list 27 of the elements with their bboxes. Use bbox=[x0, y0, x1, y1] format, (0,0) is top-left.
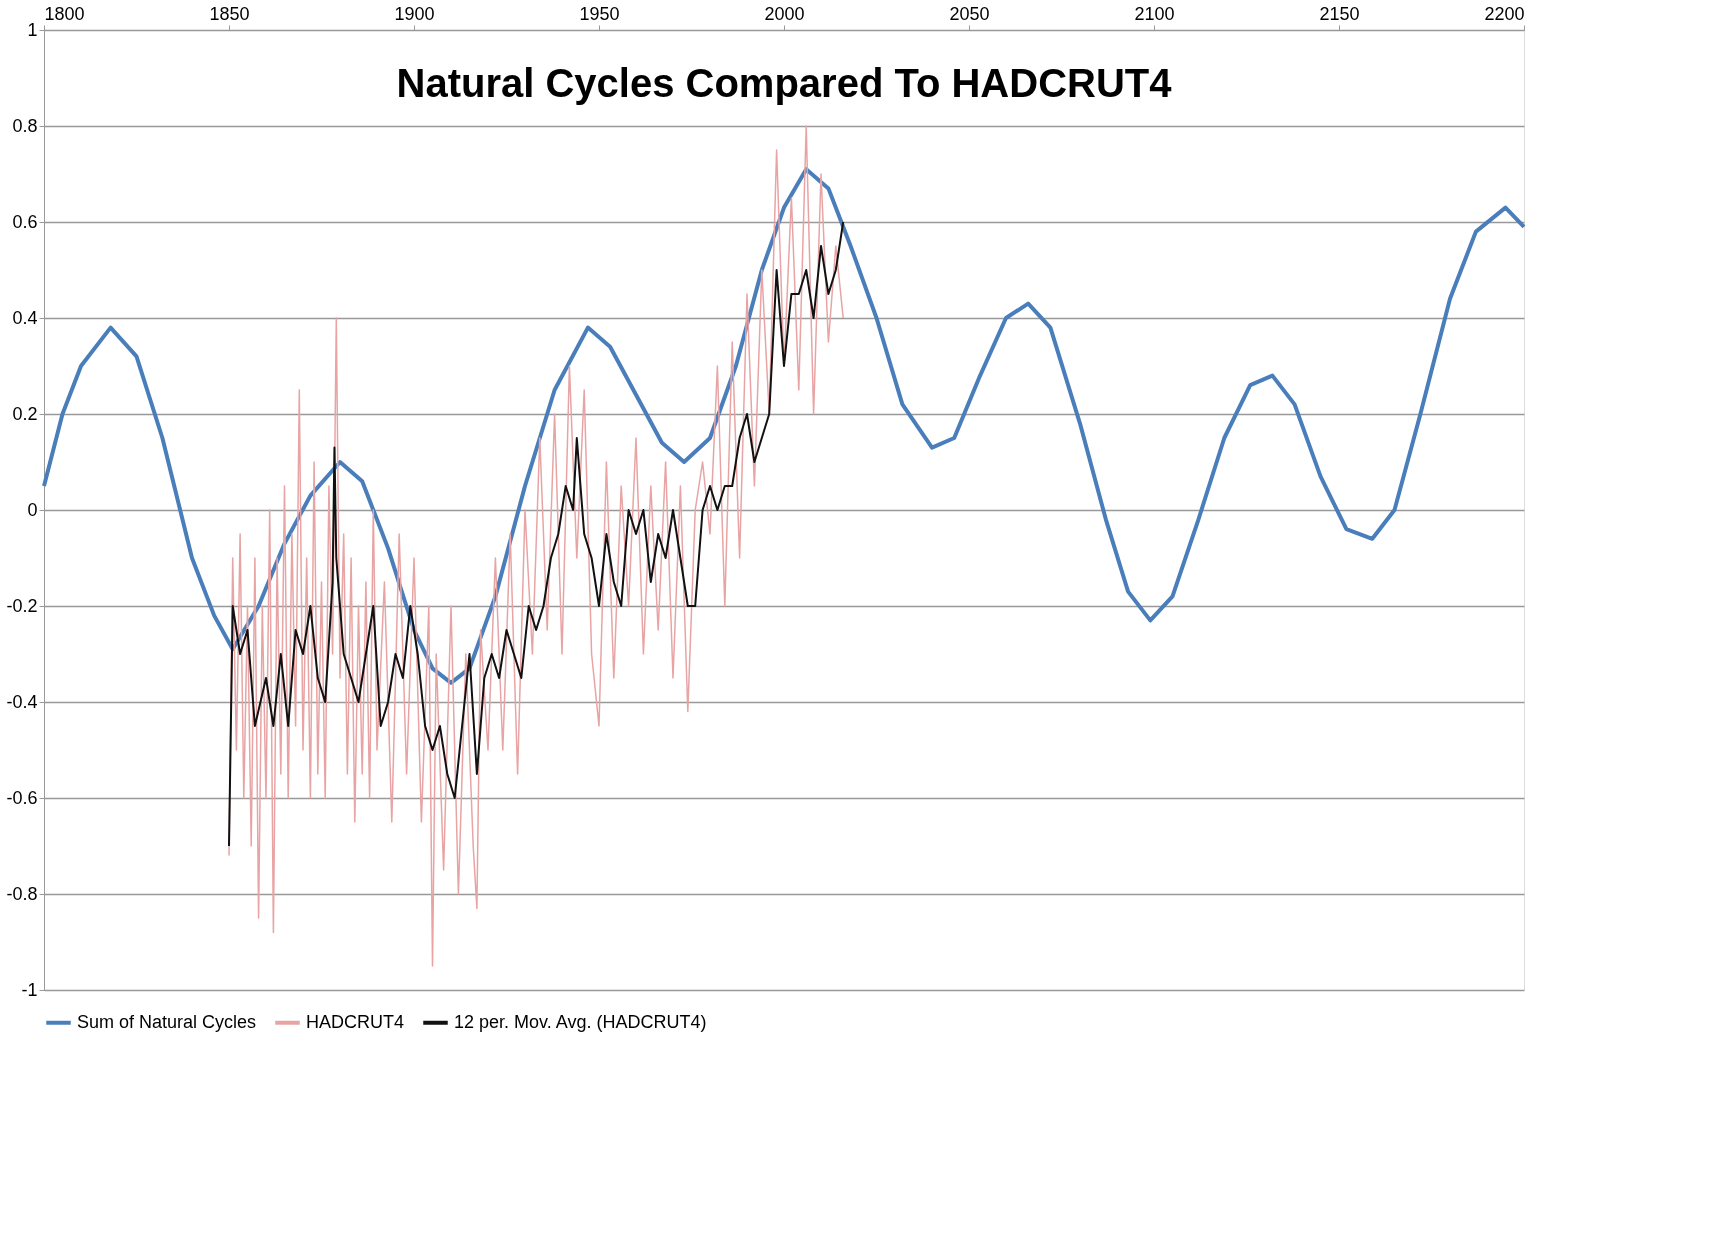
line-series bbox=[228, 125, 844, 967]
y-tick-label: -0.2 bbox=[6, 595, 38, 616]
line-series bbox=[42, 167, 1526, 685]
y-tick-label: -0.8 bbox=[6, 883, 38, 904]
x-tick-label: 2150 bbox=[1319, 3, 1360, 24]
text: Natural Cycles Compared To HADCRUT4 bbox=[396, 61, 1173, 105]
y-tick-label: 1 bbox=[27, 19, 38, 40]
x-tick-label: 2050 bbox=[949, 3, 990, 24]
y-tick-label: -0.6 bbox=[6, 787, 38, 808]
legend-label: Sum of Natural Cycles bbox=[77, 1011, 257, 1032]
x-tick-label: 2000 bbox=[764, 3, 805, 24]
x-tick-label: 1800 bbox=[44, 3, 85, 24]
x-tick-label: 1950 bbox=[579, 3, 620, 24]
y-tick-label: 0 bbox=[27, 499, 38, 520]
x-tick-label: 1850 bbox=[209, 3, 250, 24]
y-tick-label: 0.6 bbox=[12, 211, 38, 232]
y-tick-label: -1 bbox=[21, 979, 38, 1000]
y-tick-label: 0.2 bbox=[12, 403, 38, 424]
x-tick-label: 2200 bbox=[1484, 3, 1525, 24]
x-tick-label: 1900 bbox=[394, 3, 435, 24]
line-series bbox=[228, 221, 845, 847]
y-tick-label: 0.8 bbox=[12, 115, 38, 136]
y-tick-label: 0.4 bbox=[12, 307, 38, 328]
y-tick-label: -0.4 bbox=[6, 691, 38, 712]
legend-label: HADCRUT4 bbox=[306, 1011, 405, 1032]
x-tick-label: 2100 bbox=[1134, 3, 1175, 24]
legend-label: 12 per. Mov. Avg. (HADCRUT4) bbox=[454, 1011, 707, 1032]
